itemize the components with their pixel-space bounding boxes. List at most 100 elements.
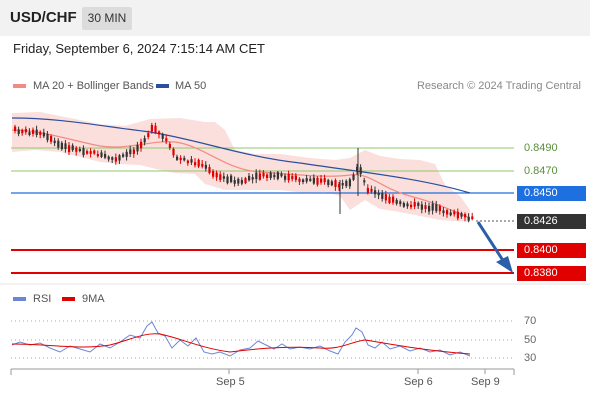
candle-body xyxy=(413,202,416,207)
candle-body xyxy=(53,140,56,144)
candle-body xyxy=(384,194,387,201)
candle-body xyxy=(366,187,369,193)
candle-body xyxy=(442,210,445,214)
timeframe-button[interactable]: 30 MIN xyxy=(82,7,132,30)
candle-body xyxy=(273,174,276,178)
candle-body xyxy=(39,131,42,135)
candle-body xyxy=(388,196,391,204)
candle-body xyxy=(42,132,45,137)
candle-body xyxy=(212,171,215,177)
candle-body xyxy=(356,166,359,172)
candle-body xyxy=(226,176,229,184)
candle-body xyxy=(28,132,31,135)
candle-body xyxy=(32,129,35,134)
candle-body xyxy=(107,156,110,160)
candle-body xyxy=(140,141,143,149)
rsi-ma-swatch xyxy=(62,297,75,301)
candle-body xyxy=(125,151,128,157)
candle-body xyxy=(46,133,49,141)
x-label-sep5: Sep 5 xyxy=(216,376,245,388)
candle-body xyxy=(154,125,157,133)
candle-body xyxy=(287,173,290,181)
candle-body xyxy=(435,204,438,212)
ma50-line xyxy=(11,117,471,194)
rsi-legend-label: RSI xyxy=(33,293,52,305)
candle-body xyxy=(208,167,211,174)
candle-body xyxy=(280,173,283,177)
candle-body xyxy=(204,164,207,169)
candle-body xyxy=(446,210,449,215)
candle-body xyxy=(309,178,312,181)
candle-body xyxy=(104,153,107,158)
candle-body xyxy=(168,143,171,148)
candle-body xyxy=(345,180,348,187)
candle-body xyxy=(327,180,330,186)
candle-body xyxy=(129,149,132,155)
candle-body xyxy=(420,204,423,210)
candle-body xyxy=(75,147,78,152)
candle-body xyxy=(240,180,243,184)
candle-body xyxy=(222,176,225,179)
candle-body xyxy=(197,159,200,167)
candle-body xyxy=(438,205,441,212)
candle-body xyxy=(244,178,247,184)
candle-body xyxy=(194,162,197,166)
resistance-1-label: 0.8470 xyxy=(524,165,558,177)
rsi-ma-legend-label: 9MA xyxy=(82,293,105,305)
candle-body xyxy=(453,211,456,215)
candle-body xyxy=(424,205,427,209)
candle-body xyxy=(176,156,179,160)
candle-body xyxy=(305,178,308,182)
header-bar: USD/CHF 30 MIN xyxy=(0,0,590,36)
candle-body xyxy=(312,177,315,184)
candle-body xyxy=(190,159,193,163)
candle-body xyxy=(17,129,20,134)
current-price-label: 0.8426 xyxy=(517,214,586,229)
candle-body xyxy=(251,177,254,180)
rsi-swatch xyxy=(13,297,26,301)
ma20-legend-label: MA 20 + Bollinger Bands xyxy=(33,80,154,92)
candle-body xyxy=(456,211,459,219)
candle-body xyxy=(284,175,287,180)
x-label-sep9: Sep 9 xyxy=(471,376,500,388)
candle-body xyxy=(114,157,117,162)
rsi-level-70-label: 70 xyxy=(524,315,537,327)
candle-body xyxy=(118,155,121,161)
candle-body xyxy=(96,154,99,157)
symbol-title: USD/CHF xyxy=(10,9,77,26)
candle-body xyxy=(431,203,434,211)
candle-body xyxy=(50,136,53,142)
candle-body xyxy=(233,180,236,184)
candle-body xyxy=(348,179,351,187)
candle-body xyxy=(147,133,150,138)
candle-body xyxy=(320,178,323,183)
candle-body xyxy=(302,179,305,183)
candle-body xyxy=(86,151,89,154)
support-2-label: 0.8380 xyxy=(517,266,586,281)
forecast-arrow-line xyxy=(476,221,506,263)
candle-body xyxy=(294,175,297,180)
candle-body xyxy=(341,182,344,186)
candle-body xyxy=(392,196,395,203)
candle-body xyxy=(237,178,240,184)
ma20-swatch xyxy=(13,84,26,88)
candle-body xyxy=(35,129,38,136)
candle-body xyxy=(172,148,175,156)
candle-body xyxy=(89,151,92,154)
candle-body xyxy=(60,142,63,150)
candle-body xyxy=(298,178,301,182)
candle-body xyxy=(428,205,431,212)
candle-body xyxy=(158,131,161,135)
candle-body xyxy=(78,148,81,152)
candle-body xyxy=(186,160,189,164)
candle-body xyxy=(122,154,125,157)
candle-body xyxy=(334,180,337,188)
candle-body xyxy=(291,175,294,180)
candle-body xyxy=(161,134,164,139)
candle-body xyxy=(363,180,366,183)
rsi-level-30-label: 30 xyxy=(524,352,537,364)
candle-body xyxy=(21,129,24,134)
candle-body xyxy=(179,157,182,161)
candle-body xyxy=(467,216,470,221)
